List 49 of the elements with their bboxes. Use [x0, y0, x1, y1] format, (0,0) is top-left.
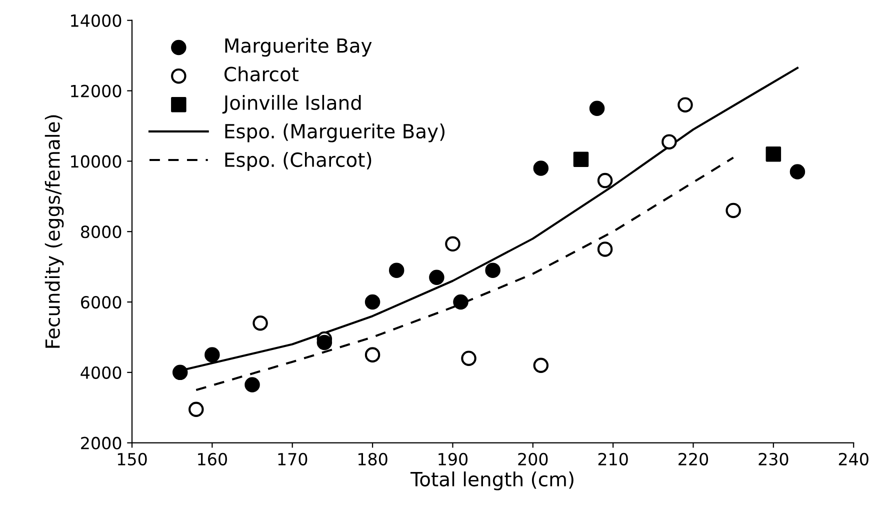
- point: [485, 262, 500, 278]
- x-tick-label: 240: [838, 452, 868, 466]
- point: [252, 315, 268, 331]
- point: [388, 262, 404, 278]
- x-tick-label: 150: [118, 452, 147, 466]
- point: [445, 236, 460, 252]
- point: [573, 152, 589, 168]
- point: [461, 350, 476, 366]
- x-tick-label: 180: [358, 452, 388, 466]
- x-axis-title: Total length (cm): [410, 471, 574, 490]
- legend-label: Espo. (Marguerite Bay): [225, 123, 444, 142]
- x-tick-label: 160: [198, 452, 227, 466]
- point: [766, 146, 782, 162]
- point: [364, 294, 380, 310]
- y-tick-label: 4000: [80, 366, 122, 379]
- point: [597, 242, 613, 257]
- point: [678, 97, 693, 112]
- point: [589, 100, 605, 116]
- point: [597, 172, 613, 188]
- x-tick-label: 170: [278, 452, 308, 466]
- point: [726, 202, 741, 218]
- x-tick-label: 230: [758, 452, 788, 466]
- point: [790, 164, 806, 180]
- point: [172, 364, 188, 380]
- point: [244, 377, 260, 392]
- legend-label: Marguerite Bay: [225, 38, 372, 57]
- point: [204, 347, 220, 362]
- y-tick-label: 12000: [71, 84, 122, 98]
- point: [429, 270, 444, 285]
- point: [316, 334, 332, 350]
- point: [188, 402, 204, 418]
- y-tick-label: 6000: [81, 296, 122, 309]
- y-tick-label: 2000: [81, 436, 122, 450]
- y-axis-title: Fecundity (eggs/female): [44, 115, 64, 348]
- point: [662, 134, 677, 150]
- x-tick-label: 190: [438, 452, 468, 466]
- x-tick-label: 210: [598, 452, 628, 466]
- point: [533, 358, 549, 374]
- legend-label: Joinville Island: [222, 94, 361, 114]
- x-tick-label: 220: [678, 452, 708, 466]
- y-tick-label: 14000: [71, 14, 122, 27]
- x-tick-label: 200: [518, 452, 548, 466]
- point: [453, 294, 468, 310]
- point: [364, 347, 380, 362]
- y-tick-label: 10000: [71, 155, 122, 168]
- point: [533, 160, 549, 176]
- y-tick-label: 8000: [80, 226, 122, 238]
- legend-label: Charcot: [224, 66, 299, 82]
- legend-label: Espo. (Charcot): [225, 152, 372, 171]
